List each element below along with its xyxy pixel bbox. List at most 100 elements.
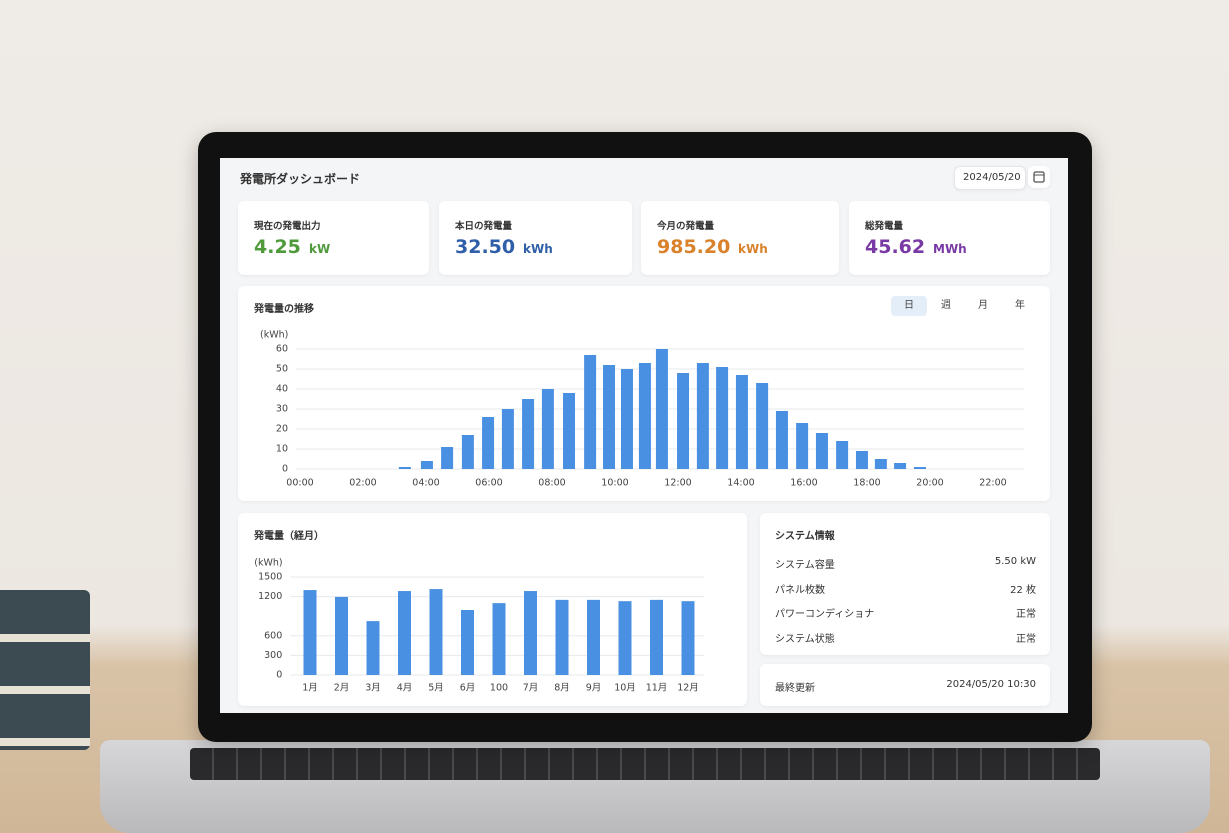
bar <box>398 591 411 675</box>
y-unit-label: (kWh) <box>260 330 288 341</box>
kpi-unit: kWh <box>523 242 553 256</box>
x-tick-label: 12:00 <box>664 478 691 489</box>
last-updated-value: 2024/05/20 10:30 <box>946 679 1036 690</box>
bar <box>584 355 597 469</box>
x-tick-label: 18:00 <box>853 478 880 489</box>
bar <box>461 435 474 469</box>
bar <box>620 369 633 469</box>
x-tick-label: 11月 <box>646 683 668 694</box>
bar <box>366 621 380 675</box>
bar <box>677 373 690 469</box>
kpi-card <box>641 201 839 275</box>
bar <box>587 599 600 675</box>
bar <box>398 467 411 469</box>
x-tick-label: 06:00 <box>475 478 502 489</box>
bar <box>815 433 828 469</box>
calendar-button[interactable] <box>1028 166 1050 188</box>
period-tab[interactable]: 月 <box>978 300 988 311</box>
period-tab[interactable]: 年 <box>1015 300 1025 311</box>
x-tick-label: 16:00 <box>790 478 817 489</box>
period-tab[interactable]: 日 <box>891 296 927 316</box>
y-tick-label: 30 <box>276 404 288 415</box>
bar <box>563 393 576 469</box>
x-tick-label: 02:00 <box>349 478 376 489</box>
kpi-label: 現在の発電出力 <box>254 221 321 232</box>
bar <box>420 461 433 469</box>
calendar-icon <box>1033 171 1045 183</box>
system-info-card <box>760 513 1050 655</box>
x-tick-label: 08:00 <box>538 478 565 489</box>
info-label: パネル枚数 <box>775 584 825 596</box>
y-tick-label: 300 <box>264 650 282 661</box>
kpi-label: 今月の発電量 <box>657 221 715 232</box>
monthly-title: 発電量（経月） <box>254 531 324 542</box>
bar <box>482 417 495 469</box>
x-tick-label: 04:00 <box>412 478 439 489</box>
bar <box>429 589 443 675</box>
bar <box>681 601 695 675</box>
kpi-value: 45.62 <box>865 236 926 258</box>
x-tick-label: 12月 <box>677 683 699 694</box>
bar <box>335 596 348 675</box>
y-tick-label: 40 <box>276 384 288 395</box>
kpi-card <box>849 201 1050 275</box>
system-info-title: システム情報 <box>775 531 835 542</box>
bar <box>874 459 887 469</box>
y-unit-label: (kWh) <box>254 558 282 569</box>
bar <box>492 603 506 675</box>
kpi-label: 総発電量 <box>865 221 904 232</box>
period-tab[interactable]: 週 <box>941 300 951 311</box>
kpi-unit: kWh <box>738 242 768 256</box>
x-tick-label: 20:00 <box>916 478 943 489</box>
bar <box>524 591 537 675</box>
x-tick-label: 8月 <box>554 683 570 694</box>
kpi-card <box>439 201 632 275</box>
y-tick-label: 1500 <box>258 572 282 583</box>
bar <box>618 601 632 675</box>
kpi-label: 本日の発電量 <box>455 221 513 232</box>
bar <box>735 375 748 469</box>
y-tick-label: 10 <box>276 444 288 455</box>
kpi-unit: MWh <box>933 242 967 256</box>
x-tick-label: 9月 <box>586 683 602 694</box>
bar <box>655 349 668 469</box>
y-tick-label: 50 <box>276 364 288 375</box>
bar <box>555 599 569 675</box>
x-tick-label: 10月 <box>614 683 636 694</box>
info-label: パワーコンディショナ <box>775 609 875 620</box>
screen: 発電所ダッシュボード 2024/05/20 発電量の推移 発電量（経月） システ… <box>220 158 1068 713</box>
info-value: 正常 <box>1016 633 1036 645</box>
x-tick-label: 14:00 <box>727 478 754 489</box>
books <box>0 590 90 750</box>
x-tick-label: 10:00 <box>601 478 628 489</box>
x-tick-label: 100 <box>490 683 508 694</box>
x-tick-label: 22:00 <box>979 478 1006 489</box>
x-tick-label: 7月 <box>523 683 539 694</box>
keyboard <box>190 748 1100 780</box>
last-updated-card <box>760 664 1050 706</box>
x-tick-label: 6月 <box>460 683 476 694</box>
bar <box>775 411 788 469</box>
bar <box>855 451 868 469</box>
bar <box>522 399 535 469</box>
info-value: 22 枚 <box>1010 584 1036 596</box>
kpi-value: 32.50 <box>455 236 516 258</box>
info-value: 5.50 kW <box>994 556 1036 567</box>
bar <box>650 599 663 675</box>
bar <box>796 423 809 469</box>
x-tick-label: 5月 <box>428 683 444 694</box>
bar <box>603 365 616 469</box>
bar <box>913 467 926 469</box>
date-picker[interactable]: 2024/05/20 <box>954 166 1026 190</box>
bar <box>696 363 709 469</box>
info-label: システム容量 <box>775 560 835 571</box>
x-tick-label: 3月 <box>365 683 381 694</box>
y-tick-label: 60 <box>276 344 288 355</box>
y-tick-label: 600 <box>264 630 282 641</box>
bar <box>638 363 651 469</box>
date-text: 2024/05/20 <box>963 172 1021 183</box>
y-tick-label: 20 <box>276 424 288 435</box>
bar <box>303 590 317 675</box>
